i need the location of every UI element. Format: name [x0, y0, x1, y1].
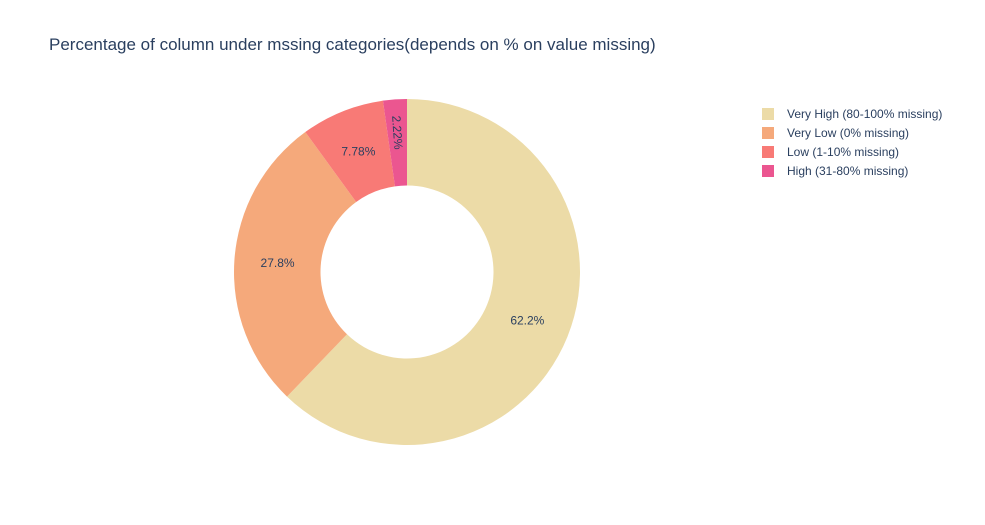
legend-label: Very Low (0% missing)	[787, 126, 909, 140]
slice-very-high-80-100-missing[interactable]	[286, 99, 580, 445]
legend-item-low-1-10-missing[interactable]: Low (1-10% missing)	[762, 145, 899, 159]
slice-label-high-31-80-missing: 2.22%	[389, 115, 405, 150]
slice-very-low-0-missing[interactable]	[234, 132, 357, 397]
legend-label: High (31-80% missing)	[787, 164, 908, 178]
legend: Very High (80-100% missing) Very Low (0% …	[762, 107, 942, 178]
slice-label-very-low-0-missing: 27.8%	[261, 256, 295, 270]
legend-swatch	[762, 146, 774, 158]
legend-label: Low (1-10% missing)	[787, 145, 899, 159]
slice-low-1-10-missing[interactable]	[305, 100, 395, 203]
legend-item-very-high-80-100-missing[interactable]: Very High (80-100% missing)	[762, 107, 942, 121]
legend-label: Very High (80-100% missing)	[787, 107, 942, 121]
slice-labels-layer: 62.2% 27.8% 7.78% 2.22%	[261, 115, 545, 327]
legend-item-very-low-0-missing[interactable]: Very Low (0% missing)	[762, 126, 909, 140]
legend-swatch	[762, 108, 774, 120]
slice-label-very-high-80-100-missing: 62.2%	[510, 314, 544, 328]
slices-layer	[234, 99, 580, 445]
slice-high-31-80-missing[interactable]	[382, 99, 407, 187]
chart-title: Percentage of column under mssing catego…	[49, 35, 656, 54]
legend-swatch	[762, 127, 774, 139]
legend-swatch	[762, 165, 774, 177]
legend-item-high-31-80-missing[interactable]: High (31-80% missing)	[762, 164, 908, 178]
slice-label-low-1-10-missing: 7.78%	[341, 145, 375, 159]
